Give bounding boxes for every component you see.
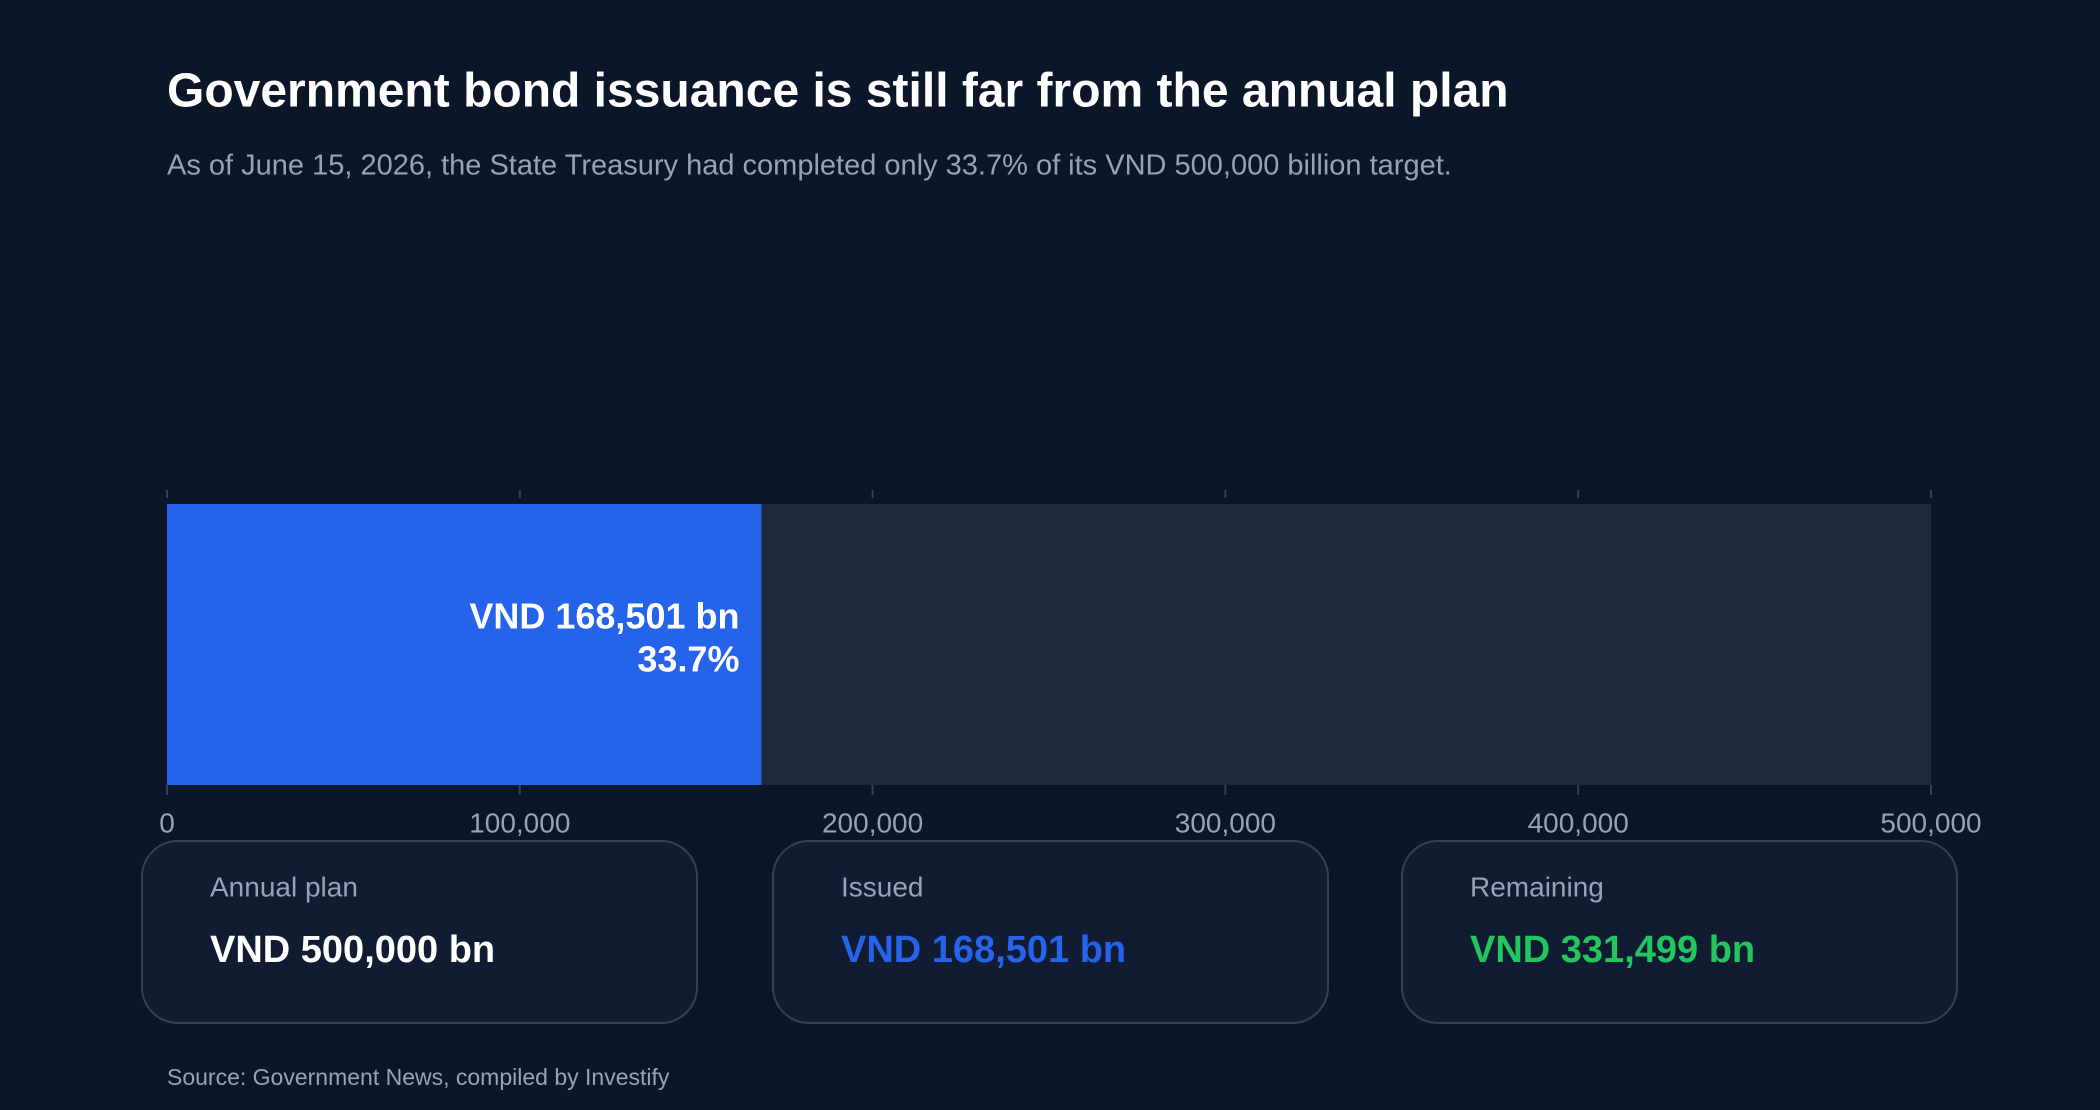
card-label: Remaining bbox=[1470, 871, 1604, 902]
card bbox=[141, 840, 698, 1024]
bar-share-label: 33.7% bbox=[637, 639, 739, 680]
chart-subtitle: As of June 15, 2026, the State Treasury … bbox=[167, 150, 1452, 182]
chart-title: Government bond issuance is still far fr… bbox=[167, 65, 1509, 118]
card-label: Issued bbox=[841, 871, 924, 902]
x-tick-label: 100,000 bbox=[469, 807, 570, 838]
source-note: Source: Government News, compiled by Inv… bbox=[167, 1064, 670, 1090]
x-tick-label: 500,000 bbox=[1880, 807, 1981, 838]
card-value: VND 331,499 bn bbox=[1470, 929, 1755, 971]
card bbox=[1401, 840, 1958, 1024]
card-label: Annual plan bbox=[210, 871, 358, 902]
x-tick-label: 0 bbox=[159, 807, 175, 838]
x-tick-label: 400,000 bbox=[1528, 807, 1629, 838]
bar bbox=[167, 504, 762, 785]
bar-value-label: VND 168,501 bn bbox=[469, 596, 739, 637]
x-tick-label: 300,000 bbox=[1175, 807, 1276, 838]
card-value: VND 168,501 bn bbox=[841, 929, 1126, 971]
card bbox=[772, 840, 1329, 1024]
x-tick-label: 200,000 bbox=[822, 807, 923, 838]
card-value: VND 500,000 bn bbox=[210, 929, 495, 971]
